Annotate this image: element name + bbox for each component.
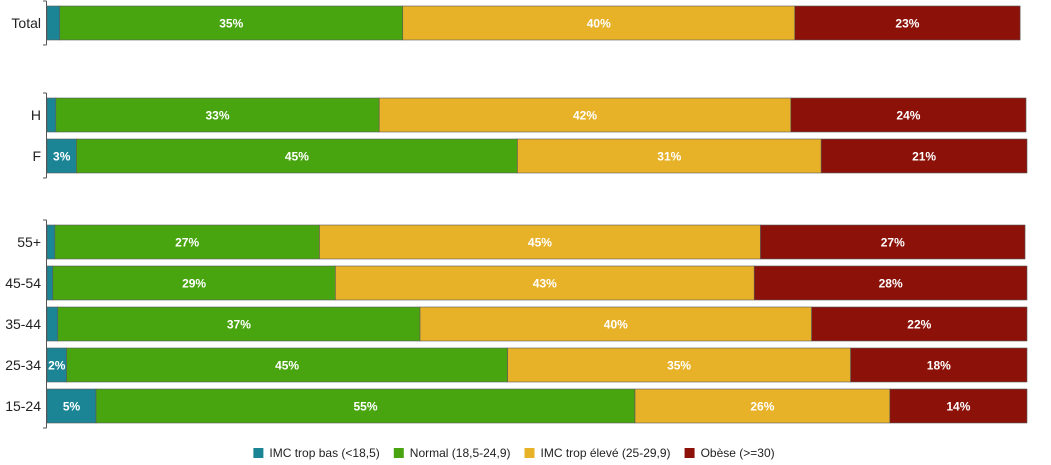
category-label-h: H [31, 107, 41, 123]
data-label-total-ob-se-30: 23% [895, 17, 919, 31]
labels-layer: Total 35% 40% 23% H 33% 42% 24% F 3% 45% 31% 21% 55+ 2… [5, 15, 971, 414]
bar-segment-55-ob-se-30 [760, 224, 1026, 260]
data-label-55-ob-se-30: 27% [881, 236, 905, 250]
data-label-h-normal-18-5-24-9: 33% [206, 109, 230, 123]
data-label-f-imc-trop-lev-25-29-9: 31% [657, 150, 681, 164]
bar-segment-15-24-imc-trop-bas-18-5 [46, 388, 97, 424]
data-label-f-ob-se-30: 21% [912, 150, 936, 164]
bar-segment-h-normal-18-5-24-9 [55, 97, 380, 133]
data-label-f-imc-trop-bas-18-5: 3% [53, 150, 71, 164]
data-label-15-24-normal-18-5-24-9: 55% [353, 400, 377, 414]
category-label-35-44: 35-44 [5, 316, 41, 332]
data-label-h-imc-trop-lev-25-29-9: 42% [573, 109, 597, 123]
bar-segment-f-normal-18-5-24-9 [76, 138, 518, 174]
category-label-f: F [32, 148, 41, 164]
bar-segment-45-54-ob-se-30 [753, 265, 1028, 301]
legend-label: Normal (18,5-24,9) [410, 446, 511, 460]
bar-segment-15-24-imc-trop-lev-25-29-9 [634, 388, 891, 424]
data-label-h-ob-se-30: 24% [896, 109, 920, 123]
bar-segment-total-imc-trop-lev-25-29-9 [402, 5, 796, 41]
bar-segment-h-imc-trop-lev-25-29-9 [378, 97, 792, 133]
data-label-15-24-ob-se-30: 14% [946, 400, 970, 414]
category-label-45-54: 45-54 [5, 275, 41, 291]
legend-item-ob-se-30: Obèse (>=30) [684, 446, 775, 460]
bar-segment-h-imc-trop-bas-18-5 [46, 97, 57, 133]
bar-segment-45-54-imc-trop-lev-25-29-9 [335, 265, 755, 301]
data-label-25-34-normal-18-5-24-9: 45% [275, 359, 299, 373]
category-label-55: 55+ [17, 234, 41, 250]
bar-segment-55-imc-trop-lev-25-29-9 [319, 224, 761, 260]
data-label-45-54-ob-se-30: 28% [879, 277, 903, 291]
bar-segment-total-ob-se-30 [794, 5, 1021, 41]
data-label-55-imc-trop-lev-25-29-9: 45% [528, 236, 552, 250]
bar-segment-25-34-imc-trop-lev-25-29-9 [507, 347, 851, 383]
bar-segment-h-ob-se-30 [790, 97, 1027, 133]
bar-segment-15-24-normal-18-5-24-9 [95, 388, 636, 424]
data-label-15-24-imc-trop-lev-25-29-9: 26% [750, 400, 774, 414]
bar-segment-f-imc-trop-lev-25-29-9 [517, 138, 822, 174]
legend-label: Obèse (>=30) [701, 446, 775, 460]
legend: IMC trop bas (<18,5) Normal (18,5-24,9) IM… [253, 446, 775, 460]
legend-item-imc-trop-bas-18-5: IMC trop bas (<18,5) [253, 446, 380, 460]
data-label-25-34-ob-se-30: 18% [927, 359, 951, 373]
bar-segment-total-imc-trop-bas-18-5 [46, 5, 61, 41]
bar-segment-35-44-imc-trop-bas-18-5 [46, 306, 59, 342]
legend-swatch [684, 448, 695, 458]
data-label-25-34-imc-trop-lev-25-29-9: 35% [667, 359, 691, 373]
data-label-35-44-normal-18-5-24-9: 37% [227, 318, 251, 332]
bar-segment-45-54-imc-trop-bas-18-5 [46, 265, 54, 301]
legend-swatch [253, 448, 264, 458]
bar-segment-f-ob-se-30 [820, 138, 1028, 174]
bar-segment-total-normal-18-5-24-9 [59, 5, 404, 41]
data-label-35-44-imc-trop-lev-25-29-9: 40% [604, 318, 628, 332]
legend-swatch [393, 448, 404, 458]
data-label-total-imc-trop-lev-25-29-9: 40% [587, 17, 611, 31]
bar-segment-55-imc-trop-bas-18-5 [46, 224, 56, 260]
bar-segment-35-44-ob-se-30 [811, 306, 1028, 342]
axes-layer [43, 0, 47, 429]
legend-swatch [524, 448, 535, 458]
bar-segment-25-34-normal-18-5-24-9 [66, 347, 508, 383]
legend-label: IMC trop élevé (25-29,9) [541, 446, 671, 460]
legend-item-imc-trop-lev-25-29-9: IMC trop élevé (25-29,9) [524, 446, 671, 460]
data-label-total-normal-18-5-24-9: 35% [219, 17, 243, 31]
bar-segment-35-44-normal-18-5-24-9 [57, 306, 421, 342]
legend-item-normal-18-5-24-9: Normal (18,5-24,9) [393, 446, 511, 460]
legend-label: IMC trop bas (<18,5) [269, 446, 379, 460]
data-label-25-34-imc-trop-bas-18-5: 2% [48, 359, 66, 373]
data-label-f-normal-18-5-24-9: 45% [285, 150, 309, 164]
data-label-55-normal-18-5-24-9: 27% [175, 236, 199, 250]
bar-segment-45-54-normal-18-5-24-9 [52, 265, 336, 301]
category-label-15-24: 15-24 [5, 398, 41, 414]
bar-segment-25-34-ob-se-30 [850, 347, 1028, 383]
category-label-25-34: 25-34 [5, 357, 41, 373]
bar-segment-f-imc-trop-bas-18-5 [46, 138, 77, 174]
data-label-15-24-imc-trop-bas-18-5: 5% [63, 400, 81, 414]
bars-layer [46, 5, 1028, 424]
bar-segment-35-44-imc-trop-lev-25-29-9 [419, 306, 812, 342]
category-label-total: Total [11, 15, 41, 31]
data-label-45-54-imc-trop-lev-25-29-9: 43% [533, 277, 557, 291]
bar-segment-15-24-ob-se-30 [889, 388, 1028, 424]
data-label-45-54-normal-18-5-24-9: 29% [182, 277, 206, 291]
data-label-35-44-ob-se-30: 22% [907, 318, 931, 332]
